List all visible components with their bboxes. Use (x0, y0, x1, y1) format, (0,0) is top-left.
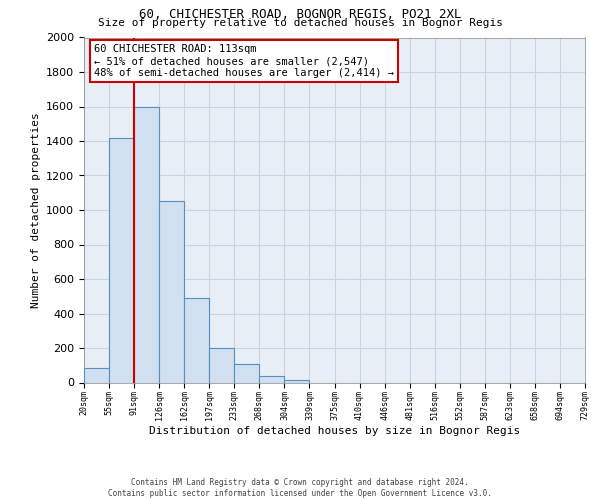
Text: 60 CHICHESTER ROAD: 113sqm
← 51% of detached houses are smaller (2,547)
48% of s: 60 CHICHESTER ROAD: 113sqm ← 51% of deta… (94, 44, 394, 78)
Bar (259, 376, 284, 382)
X-axis label: Distribution of detached houses by size in Bognor Regis: Distribution of detached houses by size … (149, 426, 520, 436)
Bar (134, 106, 159, 382)
Bar (109, 138, 134, 382)
Bar (84, 368, 109, 382)
Y-axis label: Number of detached properties: Number of detached properties (31, 112, 41, 308)
Text: Contains HM Land Registry data © Crown copyright and database right 2024.
Contai: Contains HM Land Registry data © Crown c… (108, 478, 492, 498)
Bar (284, 380, 310, 382)
Text: 60, CHICHESTER ROAD, BOGNOR REGIS, PO21 2XL: 60, CHICHESTER ROAD, BOGNOR REGIS, PO21 … (139, 8, 461, 20)
Bar (209, 348, 235, 382)
Bar (184, 298, 209, 382)
Bar (235, 364, 259, 382)
Bar (159, 202, 184, 382)
Text: Size of property relative to detached houses in Bognor Regis: Size of property relative to detached ho… (97, 18, 503, 28)
